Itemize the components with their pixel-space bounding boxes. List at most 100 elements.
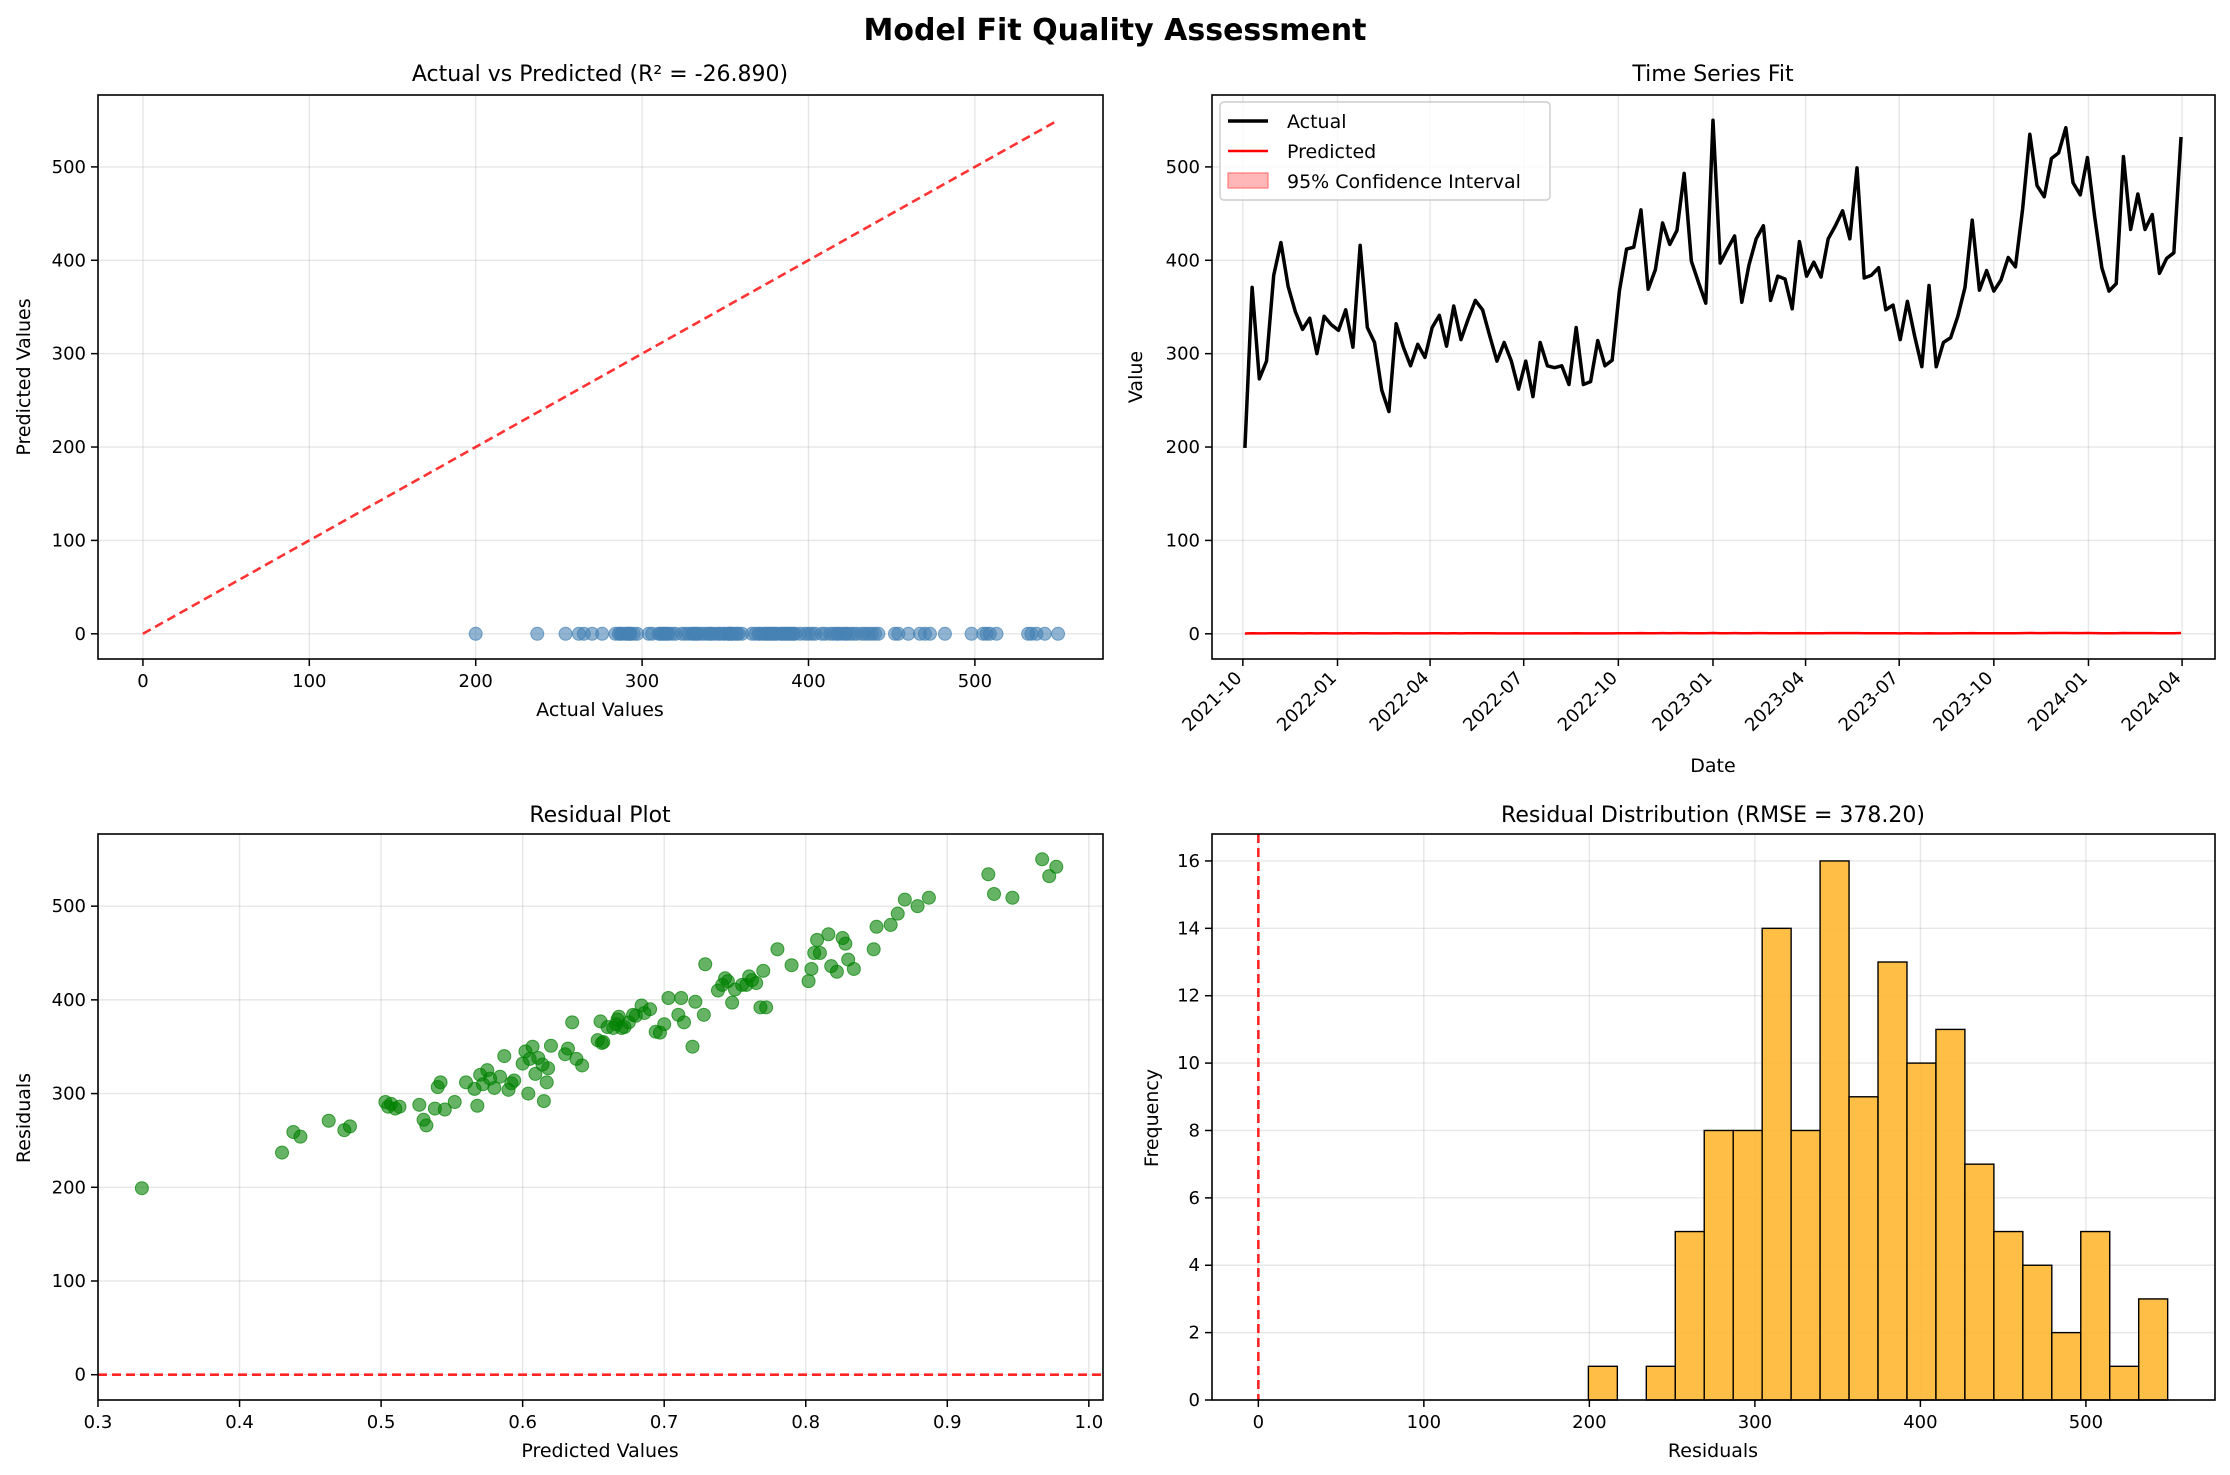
residual-point (1005, 890, 1020, 905)
residual-distribution-x-label: Residuals (1668, 1440, 1758, 1462)
residual-distribution-x-tick-label: 0 (1253, 1412, 1264, 1433)
residual-point (521, 1086, 536, 1101)
legend-actual-label: Actual (1287, 111, 1347, 133)
residual-point (677, 1015, 692, 1030)
figure-title: Model Fit Quality Assessment (864, 13, 1367, 48)
residual-point (507, 1073, 522, 1088)
residual-plot-title: Residual Plot (529, 803, 671, 828)
actual-vs-predicted-point (1051, 626, 1066, 641)
actual-vs-predicted-y-tick-label: 500 (52, 157, 86, 178)
histogram-bar (1819, 860, 1850, 1401)
residual-distribution-y-tick-label: 4 (1189, 1255, 1200, 1276)
residual-distribution-x-tick-label: 200 (1572, 1412, 1606, 1433)
residual-plot-y-tick-label: 100 (52, 1271, 86, 1292)
residual-point (883, 917, 898, 932)
residual-point (643, 1002, 658, 1017)
residual-point (342, 1119, 357, 1134)
actual-vs-predicted-point (989, 626, 1004, 641)
residual-point (539, 1075, 554, 1090)
residual-point (846, 961, 861, 976)
actual-vs-predicted-y-tick-label: 100 (52, 530, 86, 551)
residual-point (541, 1061, 556, 1076)
actual-vs-predicted-x-tick-label: 100 (292, 671, 326, 692)
histogram-bar (1703, 1129, 1734, 1401)
histogram-bar (1877, 961, 1908, 1401)
time-series-y-label: Value (1125, 351, 1147, 403)
residual-point (1035, 852, 1050, 867)
residual-point (981, 867, 996, 882)
actual-vs-predicted-panel: Actual vs Predicted (R² = -26.890) Actua… (13, 62, 1104, 721)
residual-distribution-y-tick-label: 10 (1177, 1053, 1200, 1074)
residual-point (447, 1095, 462, 1110)
legend-predicted-label: Predicted (1287, 141, 1376, 163)
residual-point (821, 927, 836, 942)
actual-series-line (1243, 118, 2183, 449)
perfect-fit-line (142, 119, 1059, 635)
residual-point (293, 1129, 308, 1144)
histogram-bar (2109, 1365, 2140, 1401)
actual-vs-predicted-x-tick-label: 500 (958, 671, 992, 692)
actual-vs-predicted-x-tick-label: 400 (791, 671, 825, 692)
residual-distribution-y-tick-label: 0 (1189, 1390, 1200, 1411)
residual-point (661, 990, 676, 1005)
residual-point (536, 1094, 551, 1109)
residual-point (437, 1102, 452, 1117)
residual-plot-axes-frame (97, 833, 1104, 1401)
histogram-bar (1587, 1365, 1619, 1401)
time-series-y-tick-label: 300 (1166, 344, 1200, 365)
histogram-bar (1993, 1230, 2024, 1401)
time-series-y-tick-label: 100 (1166, 530, 1200, 551)
histogram-bar (1964, 1163, 1995, 1401)
residual-point (784, 958, 799, 973)
residual-point (543, 1038, 558, 1053)
residual-distribution-axes-frame (1211, 833, 2216, 1401)
actual-vs-predicted-point (922, 626, 937, 641)
residual-point (657, 1017, 672, 1032)
histogram-bar (1906, 1062, 1937, 1401)
histogram-bar (1645, 1365, 1676, 1401)
actual-vs-predicted-y-tick-label: 0 (75, 624, 86, 645)
residual-distribution-y-tick-label: 16 (1177, 851, 1200, 872)
actual-vs-predicted-x-label: Actual Values (536, 699, 664, 721)
residual-distribution-y-tick-label: 6 (1189, 1188, 1200, 1209)
residual-point (565, 1015, 580, 1030)
actual-vs-predicted-y-tick-label: 400 (52, 250, 86, 271)
time-series-title: Time Series Fit (1631, 62, 1794, 87)
residual-point (829, 964, 844, 979)
residual-plot-x-tick-label: 0.4 (225, 1412, 254, 1433)
actual-vs-predicted-x-tick-label: 200 (459, 671, 493, 692)
time-series-y-tick-label: 200 (1166, 437, 1200, 458)
residual-distribution-x-tick-label: 100 (1407, 1412, 1441, 1433)
residual-plot-grid (97, 834, 1103, 1400)
residual-plot-x-tick-label: 0.8 (791, 1412, 820, 1433)
histogram-bar (2051, 1331, 2082, 1401)
residual-point (487, 1080, 502, 1095)
residual-point (897, 892, 912, 907)
residual-point (770, 942, 785, 957)
residual-distribution-panel: Residual Distribution (RMSE = 378.20) Re… (1141, 803, 2216, 1462)
actual-vs-predicted-y-label: Predicted Values (13, 298, 35, 455)
residual-plot-x-tick-label: 0.6 (508, 1412, 537, 1433)
residual-point (869, 919, 884, 934)
residual-point (497, 1049, 512, 1064)
residual-plot-y-label: Residuals (13, 1073, 35, 1163)
time-series-y-tick-label: 0 (1189, 624, 1200, 645)
actual-vs-predicted-point (558, 626, 573, 641)
residual-plot-y-tick-label: 0 (75, 1365, 86, 1386)
actual-vs-predicted-point (630, 626, 645, 641)
residual-distribution-x-tick-label: 500 (2069, 1412, 2103, 1433)
residual-point (525, 1039, 540, 1054)
residual-point (575, 1058, 590, 1073)
legend-frame (1219, 101, 1551, 201)
residual-plot-x-label: Predicted Values (521, 1440, 678, 1462)
actual-vs-predicted-point (964, 626, 979, 641)
actual-vs-predicted-point (468, 626, 483, 641)
residual-point (560, 1041, 575, 1056)
residual-point (804, 961, 819, 976)
residual-point (1049, 859, 1064, 874)
residual-point (528, 1066, 543, 1081)
actual-vs-predicted-point (937, 626, 952, 641)
residual-point (412, 1097, 427, 1112)
residual-point (688, 994, 703, 1009)
residual-point (596, 1035, 611, 1050)
